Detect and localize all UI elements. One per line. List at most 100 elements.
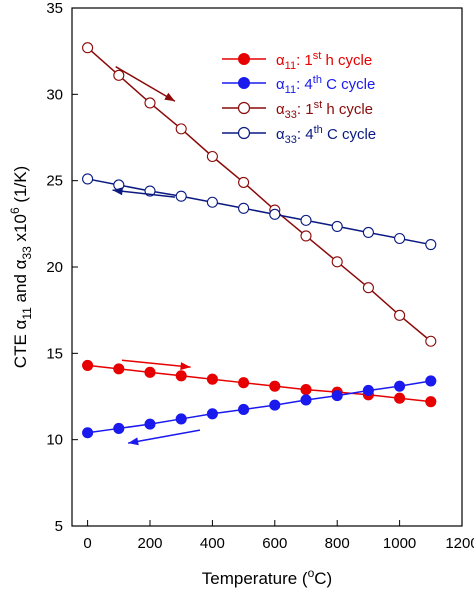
legend-mid-1: : 1 <box>296 52 313 69</box>
legend-end-1: h cycle <box>321 52 372 69</box>
direction-arrows <box>112 66 201 446</box>
data-point <box>238 377 250 389</box>
x-tick-label: 1000 <box>383 535 416 552</box>
y-label-x10: x10 <box>11 214 30 246</box>
x-axis-ticks: 0 200 400 600 800 1000 1200 <box>83 520 474 552</box>
legend-label-3: α33: 1st h cycle <box>276 99 373 121</box>
data-point <box>206 373 218 385</box>
arrow-shaft <box>112 189 176 198</box>
legend-sub-3: 33 <box>285 109 297 121</box>
legend-marker-1 <box>238 53 250 65</box>
legend-sup-4: th <box>314 124 323 136</box>
legend: α11: 1st h cycle α11: 4th C cycle α33: 1… <box>222 50 376 146</box>
arrow-shaft <box>121 359 191 368</box>
series-line <box>87 47 432 342</box>
data-point <box>425 375 437 387</box>
data-point <box>175 123 187 135</box>
legend-sub-1: 11 <box>285 60 296 72</box>
data-point <box>300 214 312 226</box>
y-tick-label: 35 <box>46 0 63 17</box>
data-point <box>394 380 406 392</box>
data-point <box>175 413 187 425</box>
y-tick-label: 25 <box>46 173 63 190</box>
x-axis-label-sup: o <box>308 566 315 580</box>
x-tick-label: 400 <box>200 535 225 552</box>
y-label-alpha11: α <box>11 319 30 329</box>
data-point <box>425 396 437 408</box>
series-layer <box>82 42 437 439</box>
legend-end-4: C cycle <box>323 126 376 143</box>
data-point <box>206 150 218 163</box>
series-line <box>87 178 431 246</box>
data-point <box>113 422 125 434</box>
arrow-head <box>128 437 139 446</box>
data-point <box>362 384 374 397</box>
series-2 <box>82 375 437 439</box>
arrow-head <box>180 362 191 371</box>
data-point <box>300 230 312 242</box>
legend-end-3: h cycle <box>322 101 373 118</box>
x-axis-label-end: C) <box>314 569 332 588</box>
y-label-alpha33: α <box>11 259 30 269</box>
data-point <box>238 403 250 416</box>
data-point <box>113 363 125 375</box>
y-tick-label: 15 <box>46 345 63 362</box>
legend-marker-3 <box>237 101 251 115</box>
legend-sup-2: th <box>313 74 322 86</box>
legend-marker-4 <box>237 126 251 140</box>
arrow-shaft <box>115 66 176 102</box>
data-point <box>144 366 156 378</box>
x-axis-label: Temperature (oC) <box>202 566 332 588</box>
y-label-pre: CTE <box>11 329 30 368</box>
data-point <box>82 359 94 371</box>
y-tick-label: 10 <box>46 432 63 449</box>
data-point <box>300 384 312 396</box>
y-label-exp: 6 <box>8 207 22 214</box>
legend-end-2: C cycle <box>322 76 375 93</box>
legend-mid-2: : 4 <box>296 76 313 93</box>
data-point <box>331 390 343 402</box>
arrow-head <box>164 92 175 102</box>
legend-sym-3: α <box>276 101 285 118</box>
legend-sym-1: α <box>276 52 285 69</box>
y-label-and: and <box>11 269 30 307</box>
y-tick-label: 5 <box>55 518 63 535</box>
x-tick-label: 600 <box>262 535 287 552</box>
legend-mid-3: : 1 <box>297 101 314 118</box>
data-point <box>362 282 374 294</box>
data-point <box>82 42 94 54</box>
legend-sup-1: st <box>313 50 322 62</box>
data-point <box>394 232 406 245</box>
data-point <box>269 380 281 392</box>
legend-mid-4: : 4 <box>297 126 314 143</box>
legend-marker-2 <box>238 77 250 89</box>
y-label-unit: (1/K) <box>11 166 30 208</box>
legend-entry-3: α33: 1st h cycle <box>222 99 373 121</box>
data-point <box>175 370 187 382</box>
legend-label-4: α33: 4th C cycle <box>276 124 376 146</box>
data-point <box>394 309 406 321</box>
legend-sym-4: α <box>276 126 285 143</box>
series-1 <box>82 359 437 408</box>
x-tick-label: 0 <box>83 535 91 552</box>
x-axis-label-main: Temperature ( <box>202 569 308 588</box>
data-point <box>206 196 218 208</box>
legend-sub-4: 33 <box>285 134 297 146</box>
y-label-sub11: 11 <box>20 307 34 320</box>
data-point <box>113 69 125 81</box>
data-point <box>206 408 218 420</box>
data-point <box>175 190 187 202</box>
y-label-sub33: 33 <box>20 246 34 260</box>
legend-label-1: α11: 1st h cycle <box>276 50 372 72</box>
x-tick-label: 200 <box>137 535 162 552</box>
arrow-shaft <box>128 429 201 444</box>
legend-sub-2: 11 <box>285 84 296 96</box>
y-axis-ticks: 5 10 15 20 25 30 35 <box>46 0 78 535</box>
data-point <box>82 427 94 439</box>
legend-entry-4: α33: 4th C cycle <box>222 124 376 146</box>
arrow-head <box>112 187 123 196</box>
data-point <box>362 226 374 239</box>
series-3 <box>82 42 437 347</box>
legend-entry-1: α11: 1st h cycle <box>222 50 372 72</box>
x-tick-label: 1200 <box>445 535 474 552</box>
